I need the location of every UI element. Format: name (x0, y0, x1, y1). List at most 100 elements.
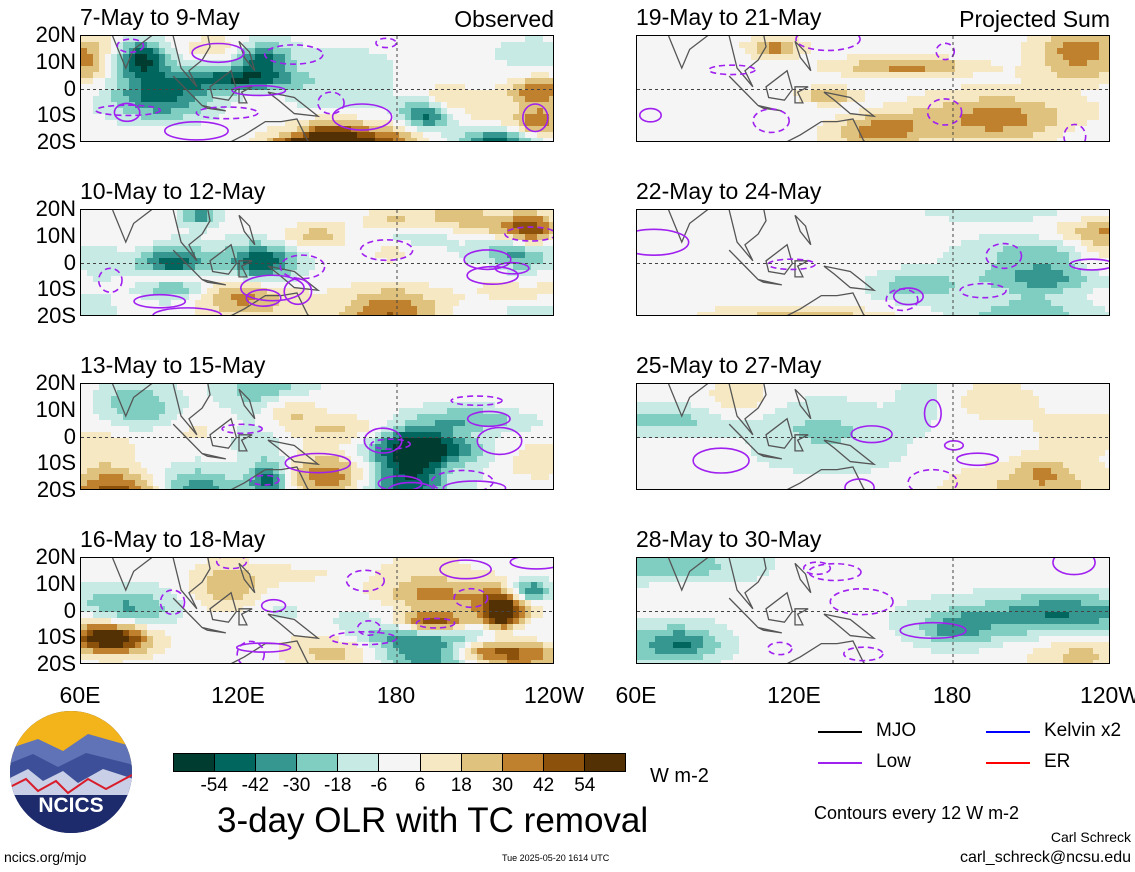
legend-line-kelvin-x2 (986, 731, 1030, 733)
colorbar-tick-label: 6 (414, 775, 426, 796)
low-contour (375, 37, 398, 49)
heatmap-field (81, 210, 553, 315)
panel-title: 19-May to 21-May (636, 4, 822, 30)
y-tick-label: 10N (35, 570, 76, 596)
low-contour (802, 561, 832, 576)
y-tick-label: 20N (35, 370, 76, 395)
x-tick-label: 180 (376, 682, 416, 708)
legend-line-er (986, 762, 1030, 764)
low-contour (113, 102, 141, 123)
y-tick-label: 20S (36, 129, 76, 154)
y-tick-label: 0 (63, 75, 76, 101)
low-contour (450, 395, 503, 407)
low-contour (236, 640, 266, 663)
colorbar (173, 753, 626, 772)
low-contour (638, 107, 662, 123)
panel-title: 22-May to 24-May (636, 178, 822, 204)
colorbar-tick-label: -6 (370, 775, 388, 796)
author-email: carl_schreck@ncsu.edu (960, 849, 1131, 866)
low-contour (476, 426, 523, 456)
low-contour (509, 558, 553, 570)
low-contour (466, 265, 519, 286)
x-tick-label: 60E (59, 682, 101, 708)
colorbar-tick-label: -30 (282, 775, 311, 796)
low-contour (935, 42, 956, 61)
low-contour (152, 307, 223, 315)
heatmap-field (637, 558, 1109, 663)
legend-label: Kelvin x2 (1044, 720, 1122, 741)
olr-map-panel (80, 35, 554, 142)
low-contour (955, 452, 1000, 467)
low-contour (795, 36, 861, 52)
coastline (111, 210, 321, 315)
colorbar-swatch (174, 754, 216, 771)
low-contour (943, 440, 965, 451)
low-contour (415, 617, 456, 629)
colorbar-swatch (338, 754, 380, 771)
colorbar-tick-label: 30 (491, 775, 514, 796)
timestamp: Tue 2025-05-20 1614 UTC (502, 853, 610, 863)
colorbar-units: W m-2 (650, 765, 709, 787)
contour-note: Contours every 12 W m-2 (814, 803, 1020, 823)
low-contour (923, 398, 942, 428)
low-contour (707, 64, 756, 76)
low-contour (637, 228, 690, 256)
olr-map-panel (636, 383, 1110, 490)
low-contour (359, 239, 414, 262)
low-contour (453, 587, 489, 609)
colorbar-swatch (420, 754, 462, 771)
colorbar-swatch (584, 754, 626, 771)
y-tick-label: 20S (36, 303, 76, 328)
olr-map-panel (80, 383, 554, 490)
colorbar-swatch (215, 754, 257, 771)
author-name: Carl Schreck (1050, 829, 1131, 845)
low-contour (985, 242, 1023, 270)
low-contour (221, 423, 263, 435)
panel-title: 7-May to 9-May (80, 4, 240, 30)
coastline (667, 384, 877, 489)
y-tick-label: 20N (35, 22, 76, 47)
y-tick-label: 20N (35, 196, 76, 221)
heatmap-field (637, 384, 1109, 489)
y-tick-label: 20N (35, 544, 76, 569)
colorbar-tick-label: -54 (200, 775, 228, 796)
x-tick-label: 120W (1079, 682, 1135, 708)
low-contour (249, 474, 280, 486)
low-contour (215, 558, 248, 570)
low-contour (522, 103, 549, 133)
panel-title: 28-May to 30-May (636, 526, 822, 552)
low-contour (195, 106, 259, 120)
y-tick-label: 10S (36, 102, 76, 128)
legend-label: ER (1044, 751, 1071, 772)
olr-map-panel (636, 35, 1110, 142)
y-tick-label: 20S (36, 477, 76, 502)
low-contour (807, 562, 862, 582)
x-tick-label: 120W (523, 682, 585, 708)
colorbar-swatch (543, 754, 585, 771)
coastline (111, 384, 321, 489)
low-contour (959, 282, 1007, 299)
heatmap-field (637, 210, 1109, 315)
panel-title: 10-May to 12-May (80, 178, 266, 204)
low-contour (240, 274, 305, 302)
olr-map-panel (636, 557, 1110, 664)
y-tick-label: 0 (63, 249, 76, 275)
low-contour (463, 249, 512, 271)
site-url: ncics.org/mjo (4, 849, 87, 865)
low-contour (191, 42, 245, 64)
y-tick-label: 10N (35, 48, 76, 74)
low-contour (116, 38, 145, 54)
low-contour (370, 438, 411, 450)
heatmap-field (637, 36, 1109, 141)
x-tick-label: 180 (932, 682, 972, 708)
panel-title: 13-May to 15-May (80, 352, 266, 378)
low-contour (829, 588, 894, 616)
olr-map-panel (80, 209, 554, 316)
ncics-logo: NCICS (10, 711, 132, 833)
low-contour (331, 103, 393, 131)
low-contour (133, 293, 187, 309)
colorbar-swatch (297, 754, 339, 771)
y-tick-label: 0 (63, 597, 76, 623)
low-contour (95, 104, 162, 117)
